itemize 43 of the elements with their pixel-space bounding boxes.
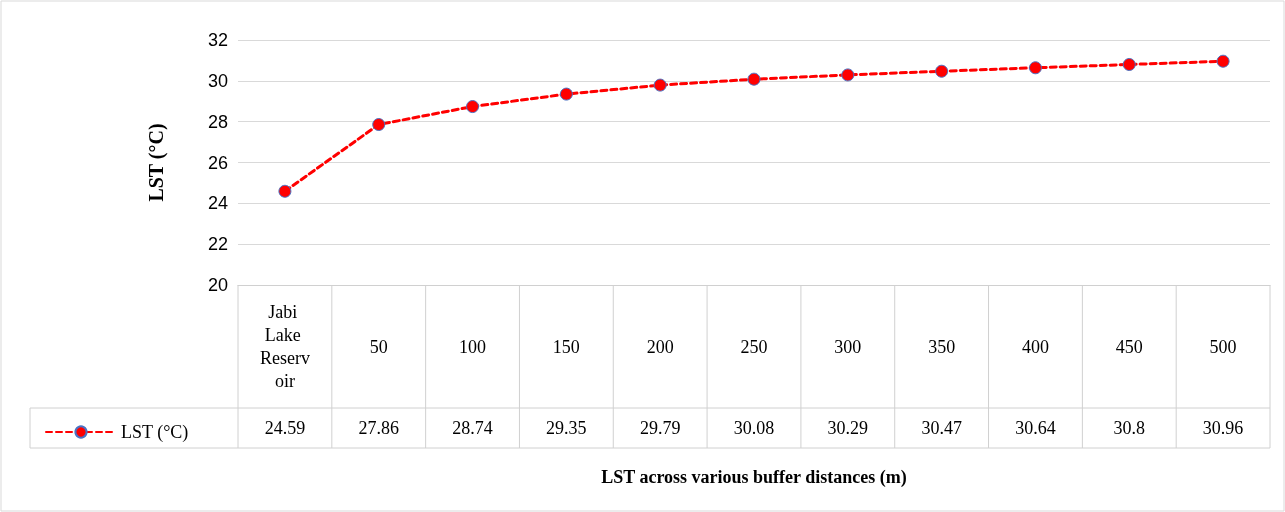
data-label: 30.64 (1015, 418, 1056, 438)
point (653, 78, 667, 92)
x-tick-label: 400 (1021, 336, 1049, 357)
y-tick-label: 20 (207, 275, 228, 295)
data-label: 29.35 (546, 418, 587, 438)
point (935, 64, 949, 78)
point (559, 87, 573, 101)
x-tick-label: 50 (369, 336, 388, 357)
point (841, 68, 855, 82)
x-axis-title: LST across various buffer distances (m) (601, 467, 907, 488)
point (372, 118, 386, 132)
x-tick-label: Jabi Lake Reservoir (259, 302, 310, 391)
x-tick-label: 250 (740, 336, 768, 357)
point (1216, 54, 1230, 68)
point (1028, 61, 1042, 75)
x-tick-label: 150 (552, 336, 580, 357)
y-tick-label: 30 (207, 70, 228, 91)
y-axis-title: LST (°C) (145, 123, 168, 202)
x-tick-label: 200 (646, 336, 674, 357)
data-label: 27.86 (358, 418, 399, 438)
data-label: 30.47 (921, 418, 962, 438)
data-label: 30.08 (733, 418, 775, 438)
data-label: 30.96 (1202, 418, 1244, 438)
x-tick-label: 300 (834, 336, 862, 357)
data-label: 24.59 (264, 418, 306, 438)
y-tick-label: 22 (207, 234, 228, 255)
data-label: 29.79 (639, 418, 681, 438)
data-label: 30.29 (827, 418, 869, 438)
y-tick-label: 26 (207, 152, 228, 173)
x-tick-label: 100 (459, 336, 487, 357)
x-tick-label: 350 (928, 336, 956, 357)
y-tick-label: 28 (207, 111, 228, 132)
data-label: 28.74 (452, 418, 493, 438)
legend-label: LST (°C) (121, 422, 189, 443)
y-tick-label: 24 (207, 193, 228, 214)
x-tick-label: 450 (1115, 336, 1143, 357)
point (466, 100, 480, 114)
point (1122, 58, 1136, 71)
x-tick-label: 500 (1209, 336, 1237, 357)
point (747, 72, 761, 86)
point (278, 184, 292, 198)
data-label: 30.8 (1113, 418, 1146, 438)
y-tick-label: 32 (207, 30, 228, 50)
